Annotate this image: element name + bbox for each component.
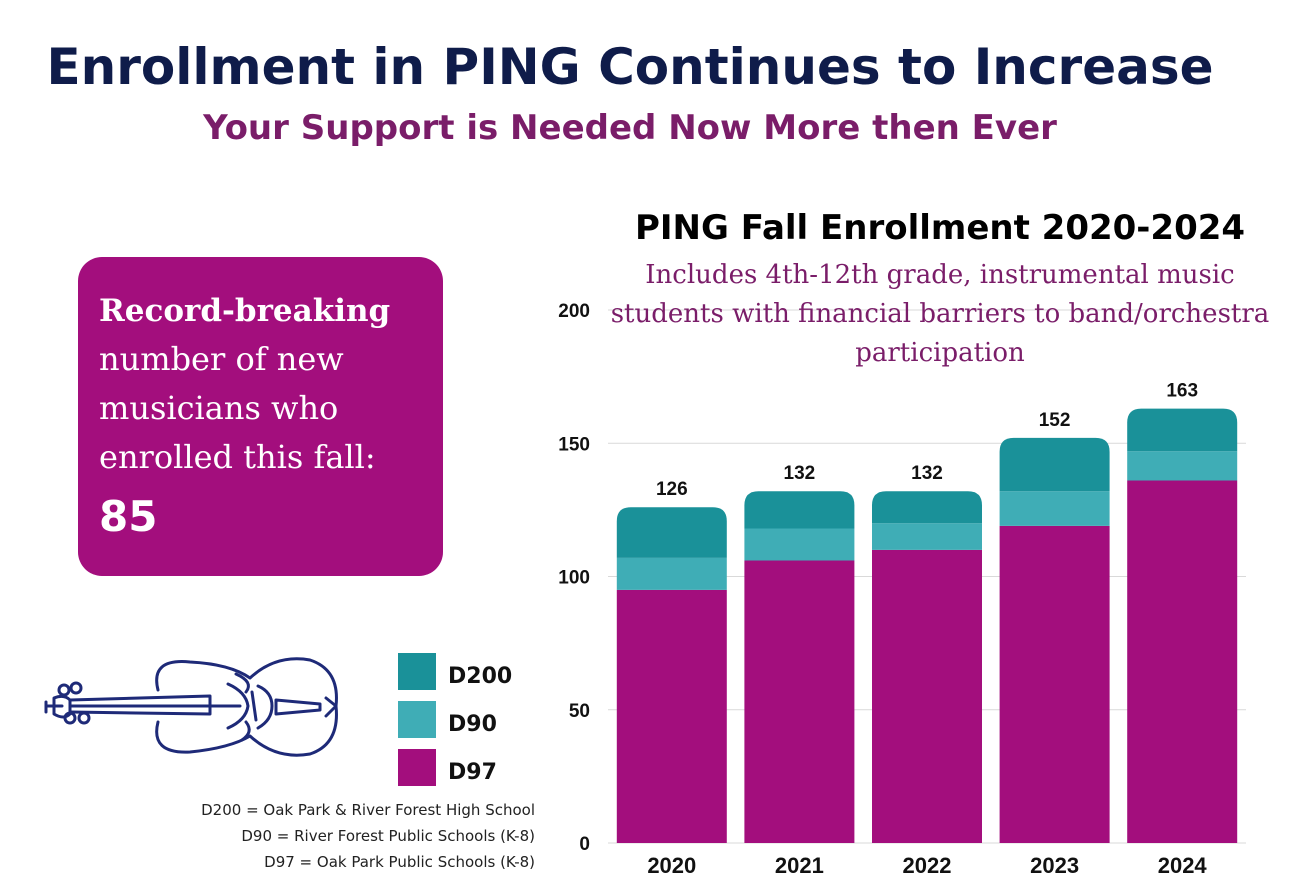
bar-segment-d97-2020 (616, 589, 727, 843)
note-d90: D90 = River Forest Public Schools (K-8) (241, 827, 535, 845)
page-title: Enrollment in PING Continues to Increase (46, 38, 1214, 96)
chart-title: PING Fall Enrollment 2020-2024 (634, 208, 1246, 248)
bar-segment-d90-2022 (872, 523, 982, 550)
x-tick-label: 2022 (903, 853, 952, 878)
bar-total-label: 126 (656, 479, 688, 500)
district-notes: D200 = Oak Park & River Forest High Scho… (150, 797, 535, 875)
bar-segment-d200-2023 (999, 437, 1110, 492)
x-tick-label: 2024 (1158, 853, 1208, 878)
bar-segment-d97-2021 (744, 560, 855, 843)
violin-icon (44, 657, 338, 757)
y-tick-label: 150 (558, 434, 590, 455)
bar-segment-d90-2020 (616, 557, 727, 590)
bar-segment-d200-2024 (1127, 408, 1238, 452)
legend-label-d90: D90 (448, 712, 497, 737)
bar-segment-d97-2022 (872, 549, 982, 843)
y-tick-label: 100 (558, 568, 590, 589)
callout-number: 85 (99, 492, 158, 541)
note-d97: D97 = Oak Park Public Schools (K-8) (264, 853, 535, 871)
x-tick-label: 2020 (647, 853, 696, 878)
legend-swatch-d97 (398, 749, 436, 786)
y-tick-label: 200 (558, 301, 590, 322)
y-tick-label: 50 (569, 701, 590, 722)
bar-segment-d200-2021 (744, 491, 855, 529)
callout-heading: Record-breaking (99, 293, 391, 329)
y-tick-label: 0 (579, 834, 590, 855)
chart-subtitle: Includes 4th-12th grade, instrumental mu… (610, 260, 1270, 368)
bar-segment-d90-2023 (999, 491, 1110, 526)
callout-text: number of new musicians who enrolled thi… (99, 340, 376, 476)
bar-total-label: 163 (1166, 381, 1198, 402)
bar-segment-d200-2020 (616, 507, 727, 558)
legend-label-d200: D200 (448, 664, 513, 689)
bar-total-label: 152 (1039, 410, 1071, 431)
bar-segment-d90-2021 (744, 528, 855, 561)
x-tick-label: 2021 (775, 853, 824, 878)
page-subtitle: Your Support is Needed Now More then Eve… (203, 108, 1057, 148)
legend-swatch-d200 (398, 653, 436, 690)
bar-total-label: 132 (911, 463, 943, 484)
bar-segment-d97-2023 (999, 525, 1110, 843)
bar-total-label: 132 (784, 463, 816, 484)
record-callout: Record-breaking number of new musicians … (78, 257, 443, 576)
legend-swatch-d90 (398, 701, 436, 738)
bar-segment-d200-2022 (872, 491, 982, 524)
bar-segment-d97-2024 (1127, 480, 1238, 843)
note-d200: D200 = Oak Park & River Forest High Scho… (201, 801, 535, 819)
x-tick-label: 2023 (1030, 853, 1079, 878)
bar-segment-d90-2024 (1127, 451, 1238, 481)
legend-label-d97: D97 (448, 760, 497, 785)
